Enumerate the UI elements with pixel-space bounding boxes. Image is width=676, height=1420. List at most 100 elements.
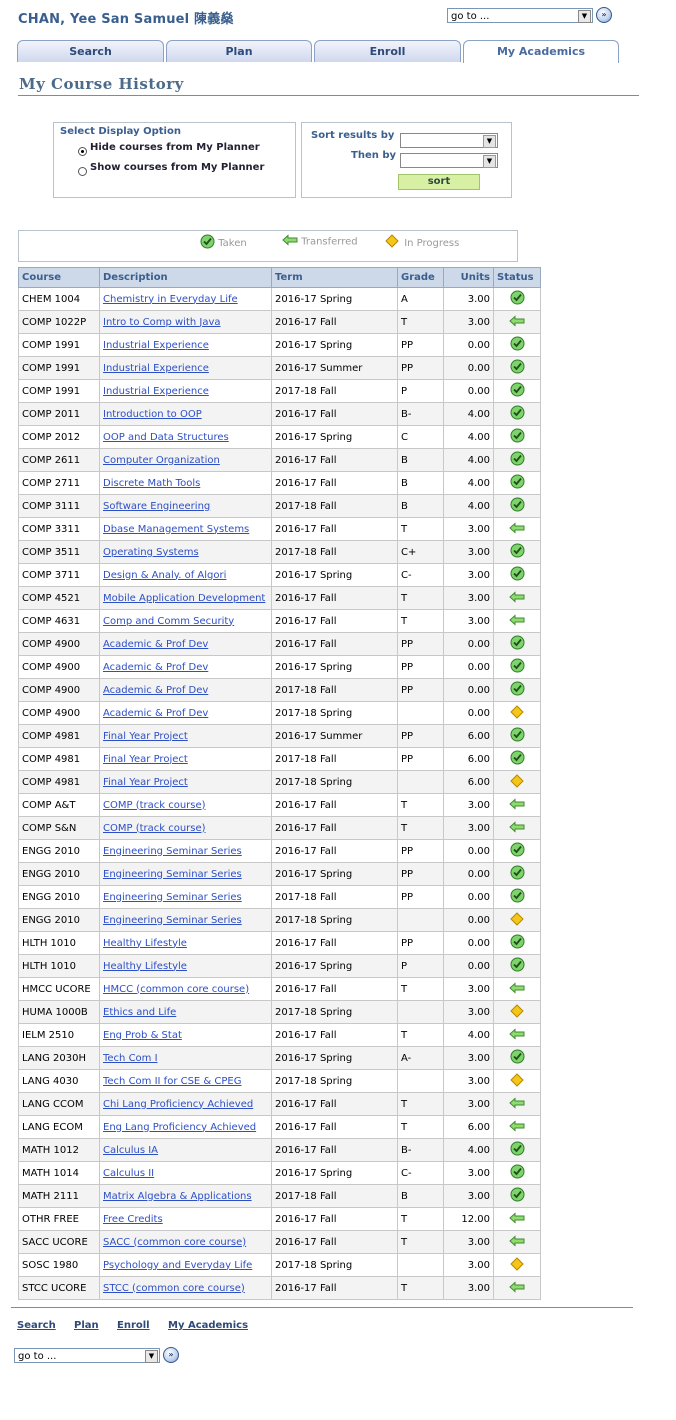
column-header-units[interactable]: Units [443, 267, 494, 288]
show-planner-radio[interactable] [78, 167, 87, 176]
course-description-link[interactable]: Dbase Management Systems [103, 523, 250, 535]
course-code-cell: LANG 4030 [18, 1069, 100, 1093]
table-row: COMP 4900 Academic & Prof Dev 2016-17 Spri… [18, 655, 541, 679]
course-description-link[interactable]: Tech Com I [103, 1052, 158, 1064]
display-option-panel [53, 122, 296, 198]
course-description-link[interactable]: SACC (common core course) [103, 1236, 247, 1248]
goto-select[interactable]: go to ... ▼ [447, 8, 593, 23]
goto-select-value: go to ... [18, 1351, 57, 1362]
course-code-cell: HLTH 1010 [18, 954, 100, 978]
course-description-link[interactable]: Final Year Project [103, 753, 188, 765]
hide-planner-label[interactable]: Hide courses from My Planner [90, 142, 260, 153]
course-description-link[interactable]: Final Year Project [103, 776, 188, 788]
course-description-link[interactable]: Industrial Experience [103, 339, 209, 351]
taken-check-icon [510, 658, 525, 676]
footer-go-button[interactable]: » [163, 1347, 179, 1363]
course-description-link[interactable]: Comp and Comm Security [103, 615, 235, 627]
status-cell [493, 1069, 541, 1093]
tab-search[interactable]: Search [17, 40, 164, 62]
footer-link-plan[interactable]: Plan [74, 1320, 99, 1331]
course-description-link[interactable]: Healthy Lifestyle [103, 937, 187, 949]
course-code-cell: IELM 2510 [18, 1023, 100, 1047]
column-header-course[interactable]: Course [18, 267, 100, 288]
course-description-link[interactable]: Final Year Project [103, 730, 188, 742]
units-cell: 4.00 [443, 448, 494, 472]
course-description-link[interactable]: Academic & Prof Dev [103, 638, 209, 650]
course-description-link[interactable]: Eng Lang Proficiency Achieved [103, 1121, 257, 1133]
course-description-link[interactable]: Ethics and Life [103, 1006, 177, 1018]
show-planner-label[interactable]: Show courses from My Planner [90, 162, 265, 173]
table-row: ENGG 2010 Engineering Seminar Series 2016-… [18, 862, 541, 886]
course-code-cell: SACC UCORE [18, 1230, 100, 1254]
table-row: COMP 4521 Mobile Application Development 2… [18, 586, 541, 610]
taken-check-icon [510, 359, 525, 377]
footer-link-enroll[interactable]: Enroll [117, 1320, 150, 1331]
tab-plan[interactable]: Plan [166, 40, 312, 62]
in-progress-diamond-icon [385, 234, 399, 251]
footer-link-my-academics[interactable]: My Academics [168, 1320, 249, 1331]
column-header-status[interactable]: Status [493, 267, 541, 288]
course-description-link[interactable]: Psychology and Everyday Life [103, 1259, 253, 1271]
hide-planner-radio[interactable] [78, 147, 87, 156]
sort-button[interactable]: sort [398, 174, 480, 190]
course-description-link[interactable]: Healthy Lifestyle [103, 960, 187, 972]
course-description-link[interactable]: Engineering Seminar Series [103, 868, 242, 880]
description-cell: OOP and Data Structures [99, 425, 272, 449]
course-description-link[interactable]: Discrete Math Tools [103, 477, 201, 489]
legend-transferred: Transferred [282, 234, 358, 249]
course-description-link[interactable]: Chemistry in Everyday Life [103, 293, 238, 305]
tab-my-academics[interactable]: My Academics [463, 40, 619, 63]
course-description-link[interactable]: Engineering Seminar Series [103, 891, 242, 903]
course-description-link[interactable]: Engineering Seminar Series [103, 845, 242, 857]
column-header-term[interactable]: Term [271, 267, 398, 288]
course-description-link[interactable]: Operating Systems [103, 546, 199, 558]
double-chevron-right-icon: » [168, 1350, 174, 1359]
course-description-link[interactable]: Calculus II [103, 1167, 155, 1179]
course-description-link[interactable]: Intro to Comp with Java [103, 316, 221, 328]
tab-enroll[interactable]: Enroll [314, 40, 461, 62]
course-description-link[interactable]: Academic & Prof Dev [103, 684, 209, 696]
course-description-link[interactable]: Design & Analy. of Algori [103, 569, 227, 581]
column-header-description[interactable]: Description [99, 267, 272, 288]
course-description-link[interactable]: Chi Lang Proficiency Achieved [103, 1098, 254, 1110]
course-description-link[interactable]: COMP (track course) [103, 822, 206, 834]
course-description-link[interactable]: Matrix Algebra & Applications [103, 1190, 252, 1202]
term-cell: 2016-17 Summer [271, 724, 398, 748]
course-description-link[interactable]: STCC (common core course) [103, 1282, 245, 1294]
course-description-link[interactable]: Tech Com II for CSE & CPEG [103, 1075, 242, 1087]
grade-cell: T [397, 977, 444, 1001]
course-rows: CHEM 1004 Chemistry in Everyday Life 2016-… [18, 287, 541, 1300]
go-button[interactable]: » [596, 7, 612, 23]
footer-link-search[interactable]: Search [17, 1320, 56, 1331]
course-description-link[interactable]: Academic & Prof Dev [103, 707, 209, 719]
course-description-link[interactable]: Industrial Experience [103, 385, 209, 397]
footer-goto-select[interactable]: go to ... ▼ [14, 1348, 160, 1363]
course-description-link[interactable]: Software Engineering [103, 500, 211, 512]
status-cell [493, 977, 541, 1001]
units-cell: 0.00 [443, 931, 494, 955]
taken-check-icon [510, 1164, 525, 1182]
taken-check-icon [510, 1187, 525, 1205]
course-description-link[interactable]: HMCC (common core course) [103, 983, 250, 995]
course-description-link[interactable]: COMP (track course) [103, 799, 206, 811]
course-description-link[interactable]: Academic & Prof Dev [103, 661, 209, 673]
course-description-link[interactable]: OOP and Data Structures [103, 431, 229, 443]
sort-by-select[interactable]: ▼ [400, 133, 498, 148]
course-code-cell: OTHR FREE [18, 1207, 100, 1231]
taken-check-icon [510, 727, 525, 745]
grade-cell: C [397, 425, 444, 449]
transferred-arrow-icon [509, 314, 525, 330]
column-header-grade[interactable]: Grade [397, 267, 444, 288]
description-cell: Dbase Management Systems [99, 517, 272, 541]
course-description-link[interactable]: Calculus IA [103, 1144, 159, 1156]
description-cell: Healthy Lifestyle [99, 931, 272, 955]
course-description-link[interactable]: Free Credits [103, 1213, 163, 1225]
course-description-link[interactable]: Mobile Application Development [103, 592, 266, 604]
course-description-link[interactable]: Computer Organization [103, 454, 220, 466]
then-by-select[interactable]: ▼ [400, 153, 498, 168]
course-description-link[interactable]: Introduction to OOP [103, 408, 202, 420]
course-description-link[interactable]: Industrial Experience [103, 362, 209, 374]
course-description-link[interactable]: Eng Prob & Stat [103, 1029, 182, 1041]
course-description-link[interactable]: Engineering Seminar Series [103, 914, 242, 926]
units-cell: 0.00 [443, 908, 494, 932]
